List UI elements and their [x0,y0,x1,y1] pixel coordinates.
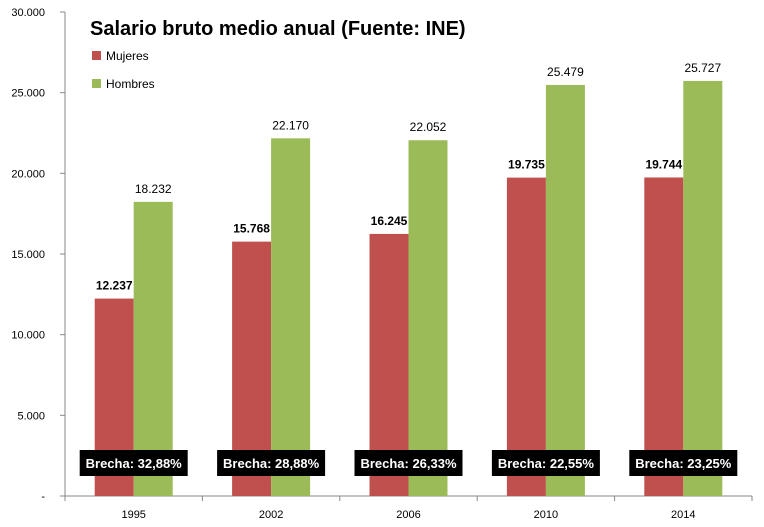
gap-annotation-box [79,450,188,476]
y-tick-label: 10.000 [11,330,45,342]
data-labels: 12.237 18.232 15.768 22.170 16.245 22.052 19.7… [96,61,722,293]
data-label-mujeres: 12.237 [96,279,133,293]
legend-swatch-hombres [92,79,101,88]
bar-mujeres [644,177,684,496]
data-label-hombres: 25.727 [684,61,721,75]
gap-annotation-text: Brecha: 22,55% [498,456,595,471]
y-tick-label: 20.000 [11,168,45,180]
y-axis: - 5.000 10.000 15.000 20.000 25.000 30.000 [11,7,66,503]
x-tick-label: 2014 [671,509,695,521]
gap-annotation-box [491,450,600,476]
legend-swatch-mujeres [92,51,101,60]
data-label-hombres: 22.052 [410,120,447,134]
data-label-mujeres: 19.744 [645,157,682,171]
y-tick-label: 5.000 [17,410,45,422]
gap-annotation-text: Brecha: 28,88% [223,456,320,471]
data-label-mujeres: 19.735 [508,158,545,172]
x-tick-label: 2010 [534,509,558,521]
y-tick-label: 30.000 [11,7,45,19]
gap-annotations: Brecha: 32,88% Brecha: 28,88% Brecha: 26,3… [79,450,738,476]
gap-annotation-box [217,450,326,476]
legend: Mujeres Hombres [92,49,155,91]
bar-hombres [683,80,723,496]
gap-annotation-box [354,450,463,476]
gap-annotation-text: Brecha: 23,25% [635,456,732,471]
bar-mujeres [506,177,546,496]
bar-hombres [271,138,311,496]
chart-title: Salario bruto medio anual (Fuente: INE) [90,18,466,40]
legend-label-mujeres: Mujeres [106,49,149,63]
data-label-hombres: 25.479 [547,65,584,79]
gap-annotation-text: Brecha: 32,88% [86,456,183,471]
bar-hombres [133,201,173,497]
x-tick-label: 1995 [121,509,145,521]
y-tick-label: - [41,491,45,503]
x-tick-label: 2002 [259,509,283,521]
data-label-mujeres: 15.768 [233,222,270,236]
gap-annotation-text: Brecha: 26,33% [360,456,457,471]
x-tick-label: 2006 [396,509,420,521]
y-tick-label: 25.000 [11,88,45,100]
legend-label-hombres: Hombres [106,77,155,91]
y-tick-label: 15.000 [11,249,45,261]
data-label-hombres: 18.232 [135,182,172,196]
bar-hombres [545,84,585,497]
bar-hombres [408,140,448,497]
data-label-hombres: 22.170 [272,118,309,132]
data-label-mujeres: 16.245 [371,214,408,228]
gap-annotation-box [629,450,738,476]
